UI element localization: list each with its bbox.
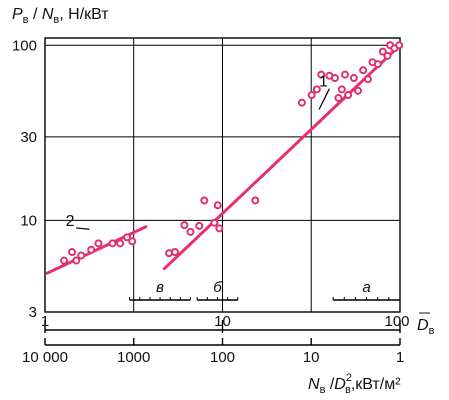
label-2: 2 (66, 213, 75, 230)
top-x-tick-label: 100 (384, 313, 409, 330)
range-label: а (362, 279, 370, 296)
data-point-series-1 (330, 74, 339, 83)
label-1: 1 (319, 74, 328, 91)
data-point-series-1 (251, 196, 260, 205)
data-point-series-2 (128, 237, 137, 246)
data-point-series-2 (60, 256, 69, 265)
data-point-series-2 (87, 245, 96, 254)
annotations: 12 (66, 74, 330, 230)
label-2-leader (75, 227, 90, 230)
data-point-series-1 (349, 74, 358, 83)
data-point-series-1 (383, 51, 392, 60)
data-point-series-1 (317, 70, 326, 79)
data-point-series-2 (72, 256, 81, 265)
data-point-series-1 (200, 196, 209, 205)
data-point-series-2 (108, 239, 117, 248)
bottom-axes: 1 10 100 10 000 1000 100 10 1 (22, 313, 409, 366)
y-tick-label: 30 (20, 129, 37, 146)
data-point-series-1 (344, 90, 353, 99)
top-x-tick-label: 10 (214, 313, 231, 330)
data-point-series-1 (359, 66, 368, 75)
data-point-series-1 (378, 47, 387, 56)
bottom-x-tick-label: 1 (396, 349, 404, 366)
data-point-series-1 (307, 90, 316, 99)
fit-line-1 (162, 43, 402, 271)
range-б: б (196, 279, 239, 301)
svg-text:Dв: Dв (417, 317, 435, 337)
fit-line-2 (45, 225, 148, 275)
y-tick-label: 10 (20, 212, 37, 229)
data-point-series-1 (337, 85, 346, 94)
data-points (60, 41, 404, 265)
data-point-series-1 (170, 248, 179, 257)
data-point-series-2 (123, 233, 132, 242)
grid (44, 38, 401, 313)
data-point-series-1 (180, 221, 189, 230)
range-а: а (332, 279, 401, 301)
data-point-series-2 (77, 251, 86, 260)
bottom-x-tick-label: 1000 (117, 349, 150, 366)
data-point-series-2 (116, 239, 125, 248)
range-в: в (129, 279, 191, 301)
top-x-tick-label: 1 (41, 313, 49, 330)
y-tick-label: 3 (29, 304, 37, 321)
data-point-series-1 (215, 224, 224, 233)
plot-frame (44, 37, 401, 313)
x-axis-title-bottom: Nв /D2 в,кВт/м² (308, 372, 401, 396)
data-point-series-1 (297, 98, 306, 107)
bottom-x-tick-label: 10 000 (22, 349, 68, 366)
data-point-series-1 (373, 60, 382, 69)
plot-border (44, 37, 401, 313)
data-point-series-2 (68, 248, 77, 257)
data-point-series-1 (363, 75, 372, 84)
data-point-series-1 (312, 85, 321, 94)
fit-lines (45, 43, 402, 275)
data-point-series-1 (210, 218, 219, 227)
data-point-series-1 (195, 221, 204, 230)
range-label: в (156, 279, 164, 296)
bottom-x-tick-label: 100 (210, 349, 235, 366)
y-tick-label: 100 (12, 37, 37, 54)
x-axis-title-top: Dв (417, 312, 435, 337)
data-point-series-1 (354, 86, 363, 95)
data-point-series-2 (94, 239, 103, 248)
y-axis-title: Pв / Nв, Н/кВт (12, 6, 109, 26)
data-point-series-1 (213, 201, 222, 210)
data-point-series-1 (186, 227, 195, 236)
data-point-series-1 (334, 93, 343, 102)
data-point-series-1 (395, 41, 404, 50)
bottom-x-tick-label: 10 (303, 349, 320, 366)
label-1-leader (318, 88, 330, 110)
range-label: б (213, 279, 222, 296)
y-ticks: 3 10 30 100 (12, 37, 37, 321)
data-point-series-1 (341, 70, 350, 79)
